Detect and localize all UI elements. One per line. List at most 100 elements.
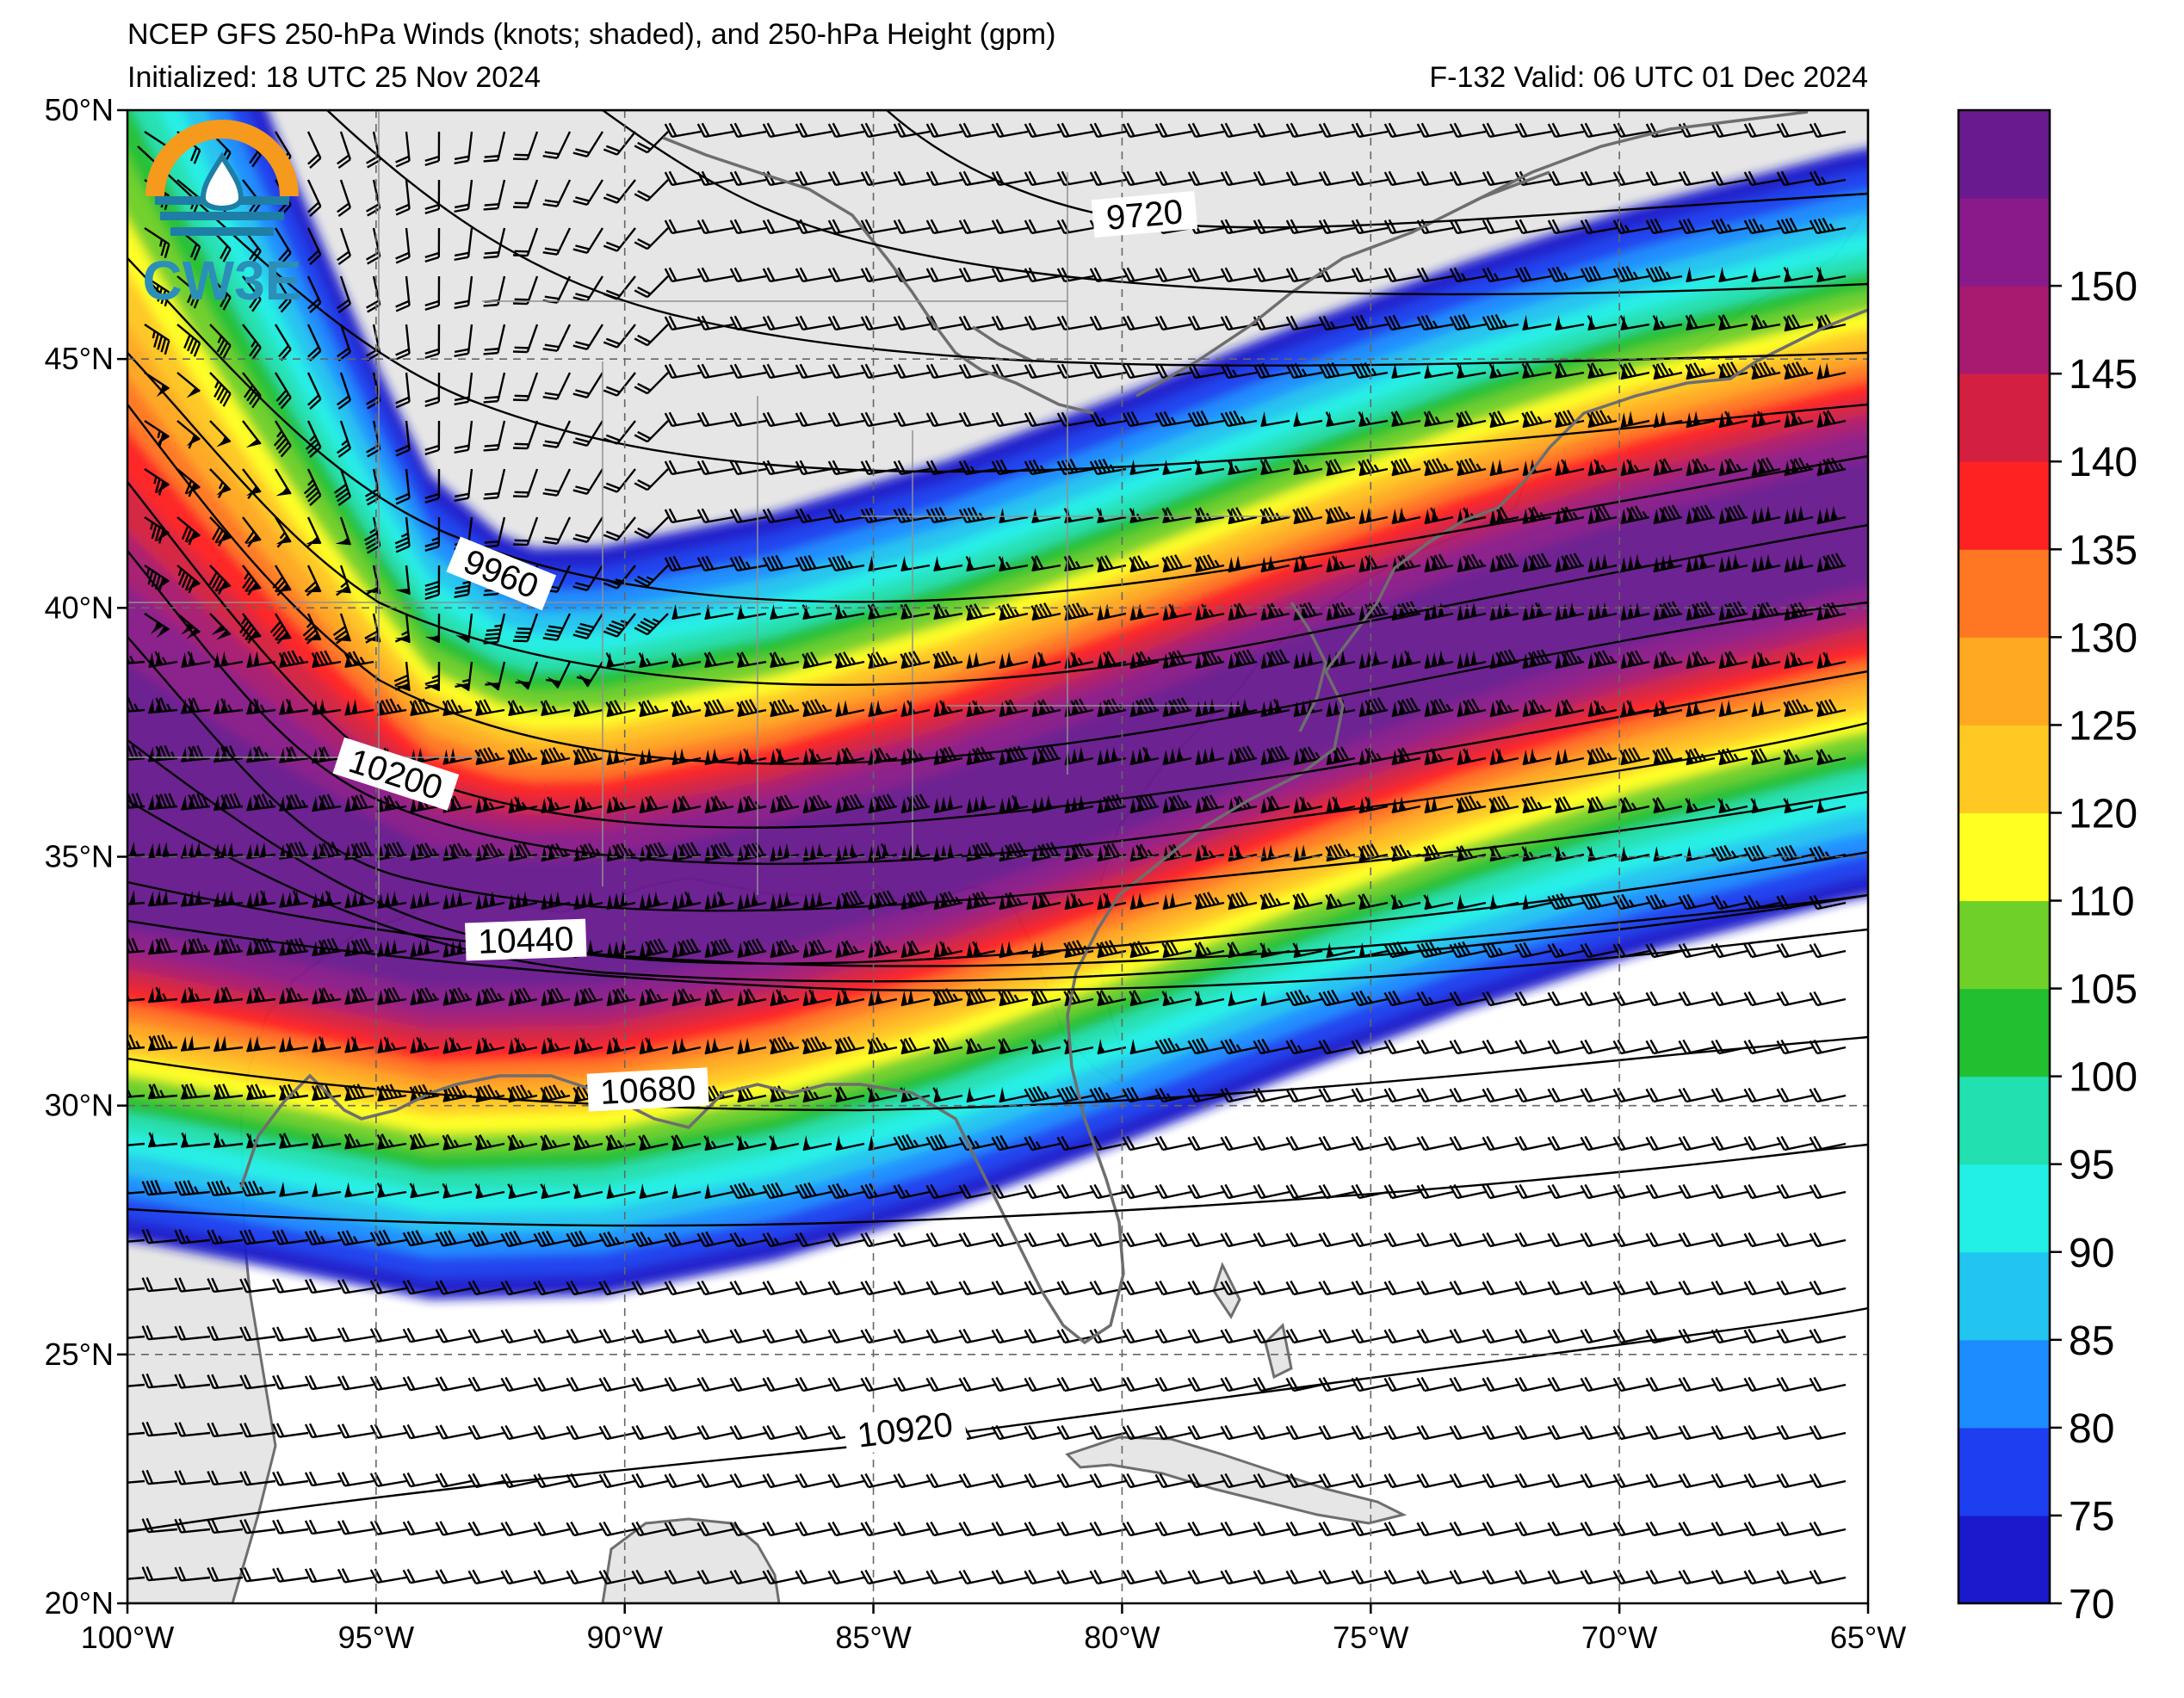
wind-barb (1390, 411, 1421, 428)
wind-barb (860, 219, 898, 235)
wind-barb (696, 122, 734, 139)
wind-barb (1024, 1521, 1061, 1537)
wind-barb (533, 1521, 571, 1537)
wind-barb (958, 122, 996, 139)
wind-barb (1228, 745, 1258, 766)
wind-barb (802, 891, 832, 911)
wind-barb (795, 1280, 832, 1296)
wind-barb (1154, 1232, 1192, 1248)
wind-barb (304, 1374, 342, 1391)
wind-barb (1718, 601, 1748, 621)
wind-barb (1514, 1135, 1552, 1152)
wind-barb (304, 1471, 342, 1487)
wind-barb (991, 1134, 1029, 1152)
wind-barb (834, 651, 865, 670)
wind-barb (1024, 170, 1061, 187)
wind-barb (1293, 796, 1323, 814)
wind-barb (1776, 1087, 1814, 1103)
wind-barb (272, 1471, 309, 1486)
wind-barb (966, 891, 996, 911)
wind-barb (1030, 602, 1061, 621)
wind-barb (1482, 1232, 1519, 1248)
wind-barb (664, 1569, 702, 1585)
wind-barb (435, 1521, 473, 1536)
wind-barb (1783, 361, 1814, 380)
wind-barb (603, 131, 636, 156)
wind-barb (545, 661, 572, 689)
lat-tick-label: 45°N (45, 341, 114, 376)
colorbar-swatch (1958, 1251, 2050, 1341)
wind-barb (1416, 314, 1454, 331)
wind-barb (1580, 1280, 1618, 1296)
wind-barb (148, 1034, 178, 1052)
wind-barb (639, 988, 669, 1007)
wind-barb (795, 1521, 832, 1537)
wind-barb (958, 1280, 996, 1296)
wind-barb (925, 363, 963, 380)
wind-barb (827, 1376, 865, 1392)
wind-barb (827, 1328, 865, 1344)
wind-barb (1521, 362, 1552, 380)
wind-barb (1751, 553, 1781, 573)
wind-barb (1743, 170, 1781, 187)
wind-barb (474, 1134, 505, 1152)
wind-barb (1776, 122, 1814, 139)
wind-barb (1547, 892, 1585, 911)
wind-barb (1809, 942, 1847, 959)
wind-barb (1096, 990, 1127, 1007)
wind-barb (925, 267, 963, 283)
wind-barb (991, 1376, 1029, 1392)
wind-barb (1056, 1232, 1094, 1248)
wind-barb (376, 1182, 407, 1199)
wind-barb (500, 1376, 538, 1392)
colorbar-tick-label: 80 (2069, 1406, 2114, 1452)
wind-barb (424, 227, 441, 263)
wind-barb (958, 1521, 996, 1537)
wind-barb (337, 1423, 374, 1439)
wind-barb (1547, 991, 1585, 1007)
wind-barb (1285, 1569, 1323, 1585)
wind-barb (1555, 314, 1585, 331)
wind-barb (1743, 1087, 1781, 1103)
wind-barb (737, 938, 767, 959)
wind-barb (424, 420, 441, 456)
wind-barb (762, 508, 800, 524)
wind-barb (540, 1134, 571, 1152)
wind-barb (1089, 170, 1127, 187)
wind-barb (704, 1037, 734, 1055)
wind-barb (1260, 990, 1290, 1007)
wind-barb (1253, 1521, 1290, 1537)
height-contour-line (127, 1143, 1868, 1227)
wind-barb (312, 1182, 342, 1198)
wind-barb (958, 1232, 996, 1248)
wind-barb (1449, 1328, 1487, 1344)
wind-barb (1514, 1424, 1552, 1441)
wind-barb (925, 1328, 963, 1344)
lat-tick-label: 20°N (45, 1585, 114, 1621)
wind-barb (337, 1472, 374, 1487)
wind-barb (770, 794, 800, 814)
wind-barb (1809, 1328, 1847, 1344)
wind-barb (1162, 892, 1192, 911)
wind-barb (827, 1280, 865, 1296)
wind-barb (512, 275, 539, 306)
wind-barb (1580, 265, 1618, 283)
wind-barb (394, 565, 411, 595)
wind-barb (1482, 267, 1519, 283)
wind-barb (958, 1569, 996, 1585)
wind-barb (769, 1085, 800, 1103)
wind-barb (1253, 170, 1290, 187)
wind-barb (1122, 1135, 1160, 1152)
wind-barb (144, 467, 170, 496)
wind-barb (638, 651, 669, 669)
wind-barb (696, 1424, 734, 1441)
wind-barb (1024, 219, 1061, 235)
wind-barb (213, 1133, 244, 1149)
wind-barb (442, 891, 473, 910)
wind-barb (1514, 1087, 1552, 1103)
wind-barb (181, 651, 211, 669)
wind-barb (312, 699, 342, 716)
colorbar-swatch (1958, 1427, 2050, 1516)
wind-barb (1587, 505, 1618, 525)
wind-barb (1547, 122, 1585, 139)
